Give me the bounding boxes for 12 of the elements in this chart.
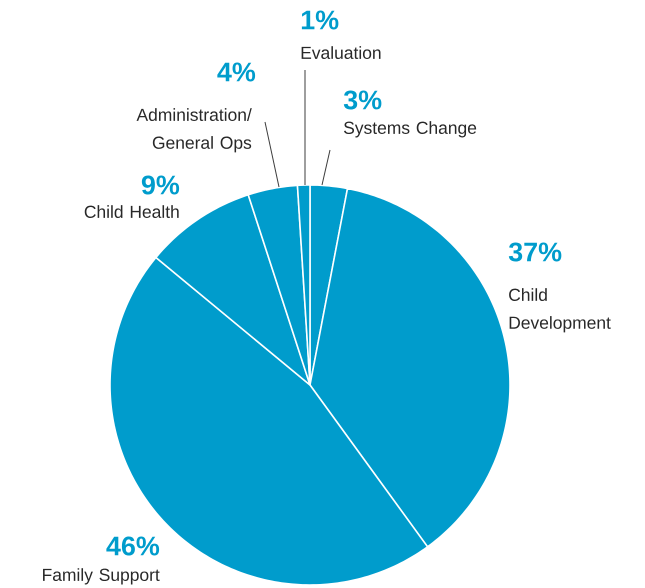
data-label: 4%: [217, 62, 256, 82]
data-label: 9%: [142, 175, 180, 195]
slice-label: Child Health: [84, 205, 179, 218]
slice-label: Evaluation: [302, 46, 380, 59]
data-label: 37%: [508, 242, 562, 262]
data-label: 46%: [106, 536, 160, 556]
slice-label: Administration/ General Ops: [136, 108, 252, 152]
data-label: 1%: [302, 10, 338, 30]
data-label: 3%: [344, 90, 382, 110]
slice-label: Child Development: [509, 288, 611, 332]
slice-label: Family Support: [43, 568, 160, 584]
slice-label: Systems Change: [344, 121, 476, 138]
